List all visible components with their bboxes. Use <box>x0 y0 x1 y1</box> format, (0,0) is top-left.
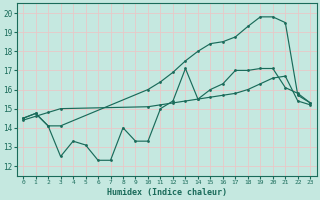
X-axis label: Humidex (Indice chaleur): Humidex (Indice chaleur) <box>107 188 227 197</box>
